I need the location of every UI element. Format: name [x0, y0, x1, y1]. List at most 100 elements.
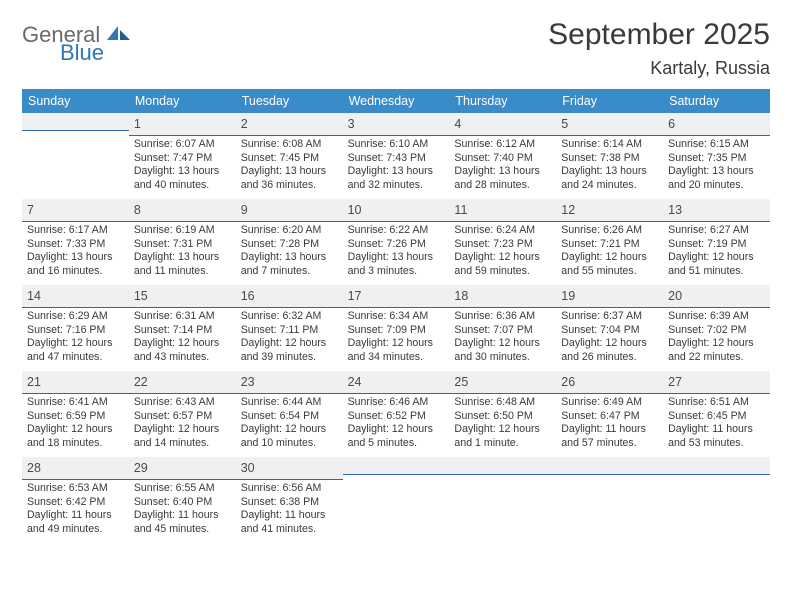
day-number-bar: 30 [236, 457, 343, 480]
sunset-line: Sunset: 7:31 PM [134, 238, 232, 252]
day-cell: 19 Sunrise: 6:37 AMSunset: 7:04 PMDayligh… [556, 285, 663, 371]
sunrise-line: Sunrise: 6:12 AM [454, 138, 552, 152]
day-cell: 5Sunrise: 6:14 AMSunset: 7:38 PMDaylight… [556, 113, 663, 199]
day-number: 14 [27, 289, 41, 303]
sunrise-line: Sunrise: 6:14 AM [561, 138, 659, 152]
sunrise-line: Sunrise: 6:27 AM [668, 224, 766, 238]
sunset-line: Sunset: 7:26 PM [348, 238, 446, 252]
week-row: 1Sunrise: 6:07 AMSunset: 7:47 PMDaylight… [22, 113, 770, 199]
day-cell: 18 Sunrise: 6:36 AMSunset: 7:07 PMDayligh… [449, 285, 556, 371]
day-body: Sunrise: 6:31 AMSunset: 7:14 PMDaylight:… [129, 308, 236, 368]
day-body [663, 475, 770, 541]
daylight-line: Daylight: 12 hours and 34 minutes. [348, 337, 446, 364]
day-cell: 6Sunrise: 6:15 AMSunset: 7:35 PMDaylight… [663, 113, 770, 199]
day-body: Sunrise: 6:41 AMSunset: 6:59 PMDaylight:… [22, 394, 129, 454]
day-cell: 27Sunrise: 6:51 AMSunset: 6:45 PMDayligh… [663, 371, 770, 457]
daylight-line: Daylight: 11 hours and 53 minutes. [668, 423, 766, 450]
day-body: Sunrise: 6:39 AMSunset: 7:02 PMDaylight:… [663, 308, 770, 368]
day-cell: 1Sunrise: 6:07 AMSunset: 7:47 PMDaylight… [129, 113, 236, 199]
day-body: Sunrise: 6:36 AMSunset: 7:07 PMDaylight:… [449, 308, 556, 368]
sunset-line: Sunset: 7:16 PM [27, 324, 125, 338]
day-number-bar: 6 [663, 113, 770, 136]
day-number-bar [449, 457, 556, 475]
sunset-line: Sunset: 7:19 PM [668, 238, 766, 252]
day-cell: 2Sunrise: 6:08 AMSunset: 7:45 PMDaylight… [236, 113, 343, 199]
daylight-line: Daylight: 12 hours and 5 minutes. [348, 423, 446, 450]
dow-header: Friday [556, 89, 663, 113]
day-cell [449, 457, 556, 543]
day-cell: 23Sunrise: 6:44 AMSunset: 6:54 PMDayligh… [236, 371, 343, 457]
day-number: 24 [348, 375, 362, 389]
day-number: 19 [561, 289, 575, 303]
day-number-bar: 3 [343, 113, 450, 136]
day-cell: 29Sunrise: 6:55 AMSunset: 6:40 PMDayligh… [129, 457, 236, 543]
day-cell: 26Sunrise: 6:49 AMSunset: 6:47 PMDayligh… [556, 371, 663, 457]
day-number-bar [663, 457, 770, 475]
day-body: Sunrise: 6:37 AMSunset: 7:04 PMDaylight:… [556, 308, 663, 368]
day-number: 18 [454, 289, 468, 303]
daylight-line: Daylight: 12 hours and 39 minutes. [241, 337, 339, 364]
sunrise-line: Sunrise: 6:34 AM [348, 310, 446, 324]
sunrise-line: Sunrise: 6:41 AM [27, 396, 125, 410]
dow-header: Thursday [449, 89, 556, 113]
sunrise-line: Sunrise: 6:32 AM [241, 310, 339, 324]
day-cell: 9Sunrise: 6:20 AMSunset: 7:28 PMDaylight… [236, 199, 343, 285]
sunrise-line: Sunrise: 6:39 AM [668, 310, 766, 324]
day-number-bar: 17 [343, 285, 450, 308]
brand-logo: General Blue [22, 18, 131, 64]
brand-sail-icon [107, 29, 131, 46]
sunset-line: Sunset: 7:04 PM [561, 324, 659, 338]
day-number: 15 [134, 289, 148, 303]
sunset-line: Sunset: 7:09 PM [348, 324, 446, 338]
day-cell: 28Sunrise: 6:53 AMSunset: 6:42 PMDayligh… [22, 457, 129, 543]
day-number: 4 [454, 117, 461, 131]
week-row: 7Sunrise: 6:17 AMSunset: 7:33 PMDaylight… [22, 199, 770, 285]
day-body: Sunrise: 6:08 AMSunset: 7:45 PMDaylight:… [236, 136, 343, 196]
day-cell: 15 Sunrise: 6:31 AMSunset: 7:14 PMDayligh… [129, 285, 236, 371]
day-cell: 11Sunrise: 6:24 AMSunset: 7:23 PMDayligh… [449, 199, 556, 285]
sunset-line: Sunset: 6:52 PM [348, 410, 446, 424]
day-number: 16 [241, 289, 255, 303]
sunrise-line: Sunrise: 6:51 AM [668, 396, 766, 410]
day-body [556, 475, 663, 541]
day-body: Sunrise: 6:56 AMSunset: 6:38 PMDaylight:… [236, 480, 343, 540]
day-number: 20 [668, 289, 682, 303]
day-number-bar: 11 [449, 199, 556, 222]
dow-header: Monday [129, 89, 236, 113]
day-body: Sunrise: 6:43 AMSunset: 6:57 PMDaylight:… [129, 394, 236, 454]
daylight-line: Daylight: 13 hours and 32 minutes. [348, 165, 446, 192]
daylight-line: Daylight: 11 hours and 49 minutes. [27, 509, 125, 536]
daylight-line: Daylight: 11 hours and 45 minutes. [134, 509, 232, 536]
sunrise-line: Sunrise: 6:48 AM [454, 396, 552, 410]
day-cell [343, 457, 450, 543]
day-body: Sunrise: 6:49 AMSunset: 6:47 PMDaylight:… [556, 394, 663, 454]
day-body: Sunrise: 6:46 AMSunset: 6:52 PMDaylight:… [343, 394, 450, 454]
day-number-bar: 19 [556, 285, 663, 308]
day-number-bar: 22 [129, 371, 236, 394]
daylight-line: Daylight: 13 hours and 7 minutes. [241, 251, 339, 278]
sunset-line: Sunset: 7:45 PM [241, 152, 339, 166]
day-number: 27 [668, 375, 682, 389]
day-number-bar: 10 [343, 199, 450, 222]
day-number: 8 [134, 203, 141, 217]
weeks-container: 1Sunrise: 6:07 AMSunset: 7:47 PMDaylight… [22, 113, 770, 543]
day-body: Sunrise: 6:32 AMSunset: 7:11 PMDaylight:… [236, 308, 343, 368]
day-cell: 8Sunrise: 6:19 AMSunset: 7:31 PMDaylight… [129, 199, 236, 285]
calendar-page: General Blue September 2025 Kartaly, Rus… [0, 0, 792, 543]
sunrise-line: Sunrise: 6:36 AM [454, 310, 552, 324]
day-number-bar [556, 457, 663, 475]
daylight-line: Daylight: 11 hours and 57 minutes. [561, 423, 659, 450]
day-number-bar: 24 [343, 371, 450, 394]
day-number: 11 [454, 203, 467, 217]
sunrise-line: Sunrise: 6:29 AM [27, 310, 125, 324]
day-cell: 20 Sunrise: 6:39 AMSunset: 7:02 PMDayligh… [663, 285, 770, 371]
day-body: Sunrise: 6:22 AMSunset: 7:26 PMDaylight:… [343, 222, 450, 282]
sunrise-line: Sunrise: 6:15 AM [668, 138, 766, 152]
day-number-bar: 28 [22, 457, 129, 480]
day-body: Sunrise: 6:10 AMSunset: 7:43 PMDaylight:… [343, 136, 450, 196]
sunrise-line: Sunrise: 6:55 AM [134, 482, 232, 496]
day-number-bar [343, 457, 450, 475]
daylight-line: Daylight: 12 hours and 47 minutes. [27, 337, 125, 364]
day-number: 30 [241, 461, 255, 475]
sunrise-line: Sunrise: 6:17 AM [27, 224, 125, 238]
